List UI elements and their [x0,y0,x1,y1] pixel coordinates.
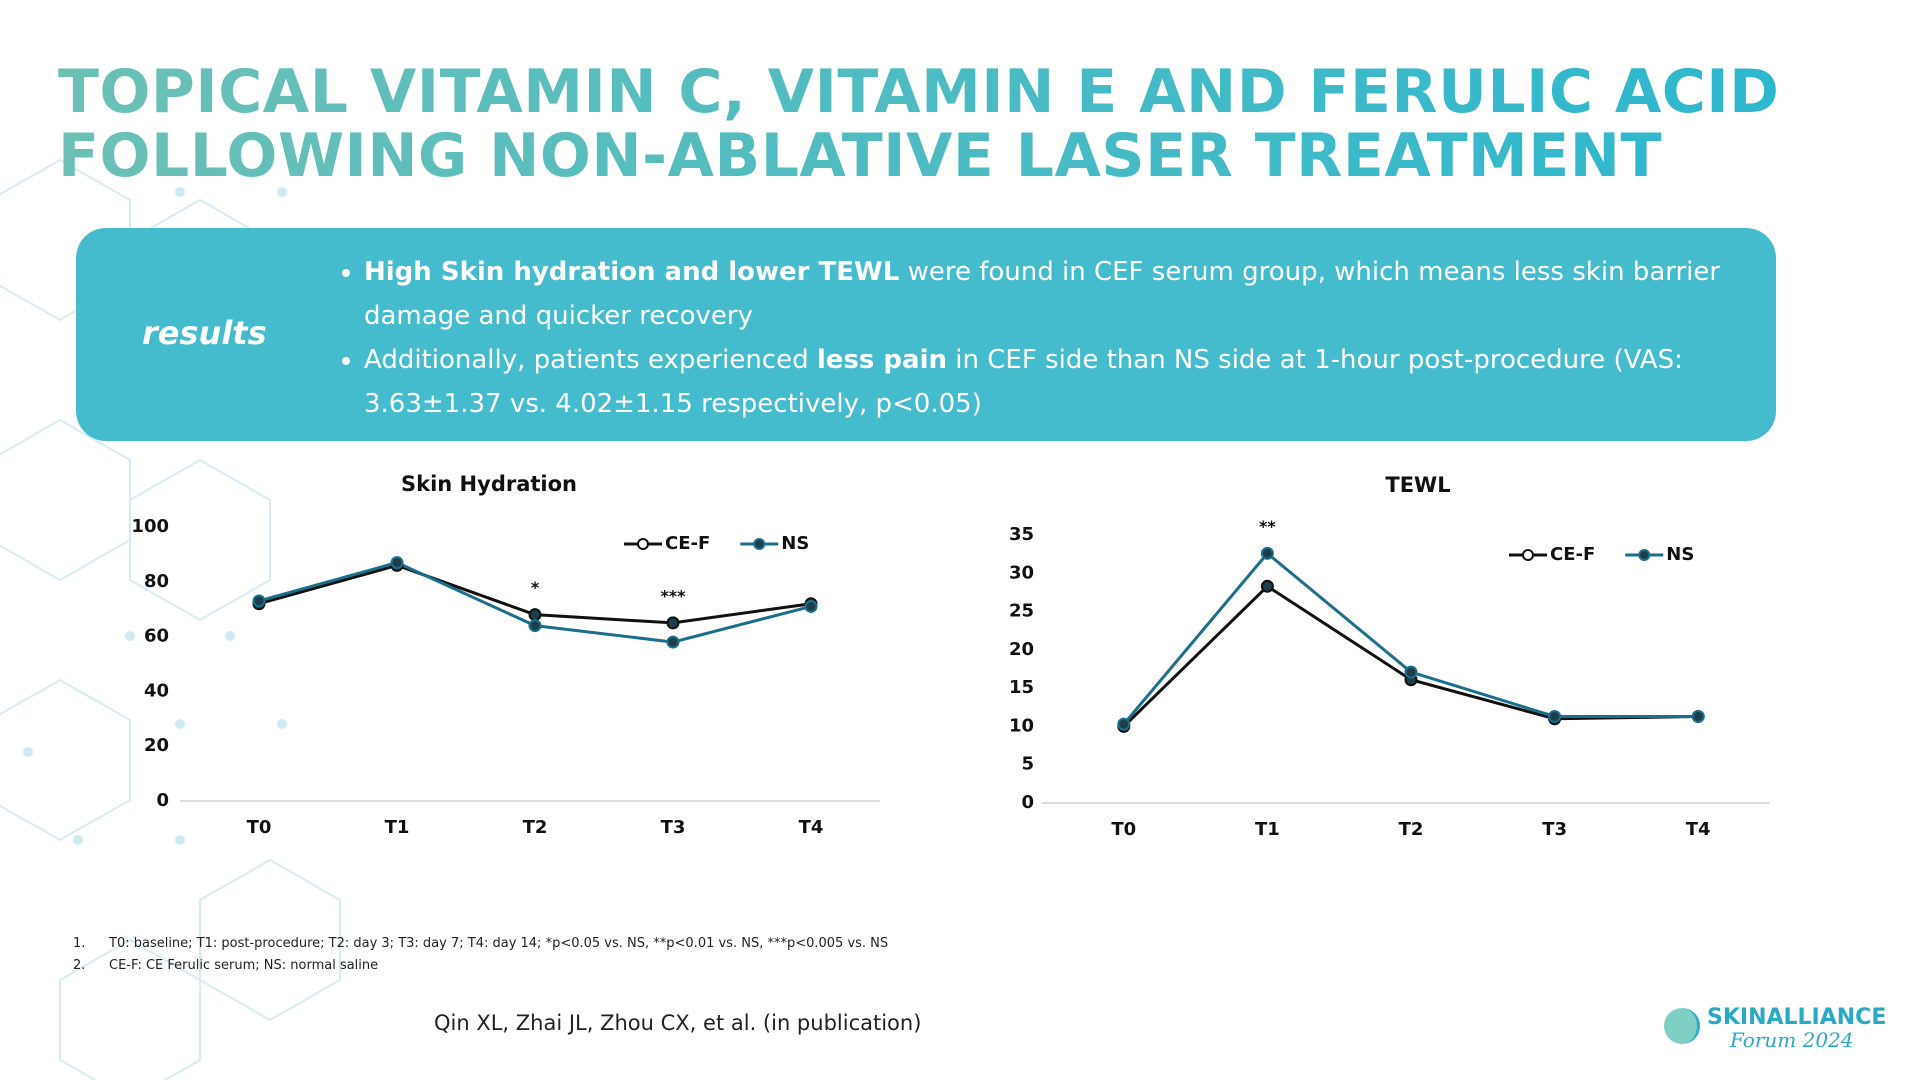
x-tick-label: T0 [1111,819,1136,840]
data-point [1260,579,1274,593]
x-tick-label: T3 [1542,819,1567,840]
footnote-number: 2. [73,958,86,973]
data-point [1404,665,1418,679]
bullet: Additionally, patients experienced less … [364,338,1764,426]
legend-label: NS [781,533,809,554]
results-label: results [142,314,267,352]
annotation: *** [660,586,686,605]
data-point [1117,717,1131,731]
bullet-text: Additionally, patients experienced [364,345,817,375]
y-tick-label: 35 [1009,524,1034,545]
y-tick-label: 30 [1009,562,1034,583]
x-tick-label: T1 [1255,819,1280,840]
bullet-list: High Skin hydration and lower TEWL were … [338,250,1764,426]
legend-marker [1638,549,1651,561]
y-tick-label: 25 [1009,601,1034,622]
footnote-text: CE-F: CE Ferulic serum; NS: normal salin… [109,958,379,973]
results-box: results High Skin hydration and lower TE… [76,228,1776,441]
y-tick-label: 20 [1009,639,1034,660]
bullet-text: High Skin hydration and lower TEWL [364,257,900,287]
chart-title: TEWL [1385,473,1450,497]
series-line [1122,584,1699,728]
logo-icon [1664,1008,1700,1044]
y-tick-label: 5 [1021,754,1034,775]
logo-subtitle: Forum 2024 [1730,1028,1854,1052]
x-tick-label: T3 [661,817,686,838]
slide-title: TOPICAL VITAMIN C, VITAMIN E AND FERULIC… [58,60,1779,188]
bullet-text: less pain [816,345,948,375]
x-tick-label: T4 [799,817,824,838]
data-point [1548,709,1562,723]
y-tick-label: 15 [1009,677,1034,698]
chart-title: Skin Hydration [401,472,577,496]
bullet-text: in CEF side than NS side at 1-hour post-… [364,345,1683,419]
logo-name: SKINALLIANCE [1707,1005,1887,1030]
footnote-number: 1. [73,936,86,951]
series-line [1122,551,1699,726]
title-line: FOLLOWING NON-ABLATIVE LASER TREATMENT [58,124,1779,188]
y-tick-label: 20 [144,735,169,756]
x-tick-label: T0 [247,817,272,838]
data-point [390,556,404,570]
title-line: TOPICAL VITAMIN C, VITAMIN E AND FERULIC… [58,57,1780,127]
data-point [528,619,542,633]
x-tick-label: T1 [385,817,410,838]
data-point [666,635,680,649]
annotation: * [531,578,540,597]
y-tick-label: 40 [144,680,169,701]
annotation: ** [1259,517,1276,536]
data-point [666,616,680,630]
legend-marker [637,538,649,550]
x-tick-label: T2 [1399,819,1424,840]
legend-label: NS [1666,544,1694,565]
legend-label: CE-F [665,533,710,554]
footnote-text: T0: baseline; T1: post-procedure; T2: da… [109,936,889,951]
data-point [804,599,818,613]
y-tick-label: 60 [144,626,169,647]
x-tick-label: T4 [1686,819,1711,840]
data-point [252,594,266,608]
y-tick-label: 0 [1021,792,1034,813]
legend-marker [753,538,766,550]
bullet-text: were found in CEF serum group, which mea… [364,257,1721,331]
data-point [528,608,542,622]
data-point [1691,709,1705,723]
legend-marker [1522,549,1534,561]
y-tick-label: 0 [156,790,169,811]
y-tick-label: 10 [1009,715,1034,736]
legend-label: CE-F [1550,544,1595,565]
y-tick-label: 80 [144,571,169,592]
citation: Qin XL, Zhai JL, Zhou CX, et al. (in pub… [434,1011,922,1035]
bullet: High Skin hydration and lower TEWL were … [364,250,1764,338]
x-tick-label: T2 [523,817,548,838]
data-point [1260,546,1274,560]
y-tick-label: 100 [131,516,169,537]
